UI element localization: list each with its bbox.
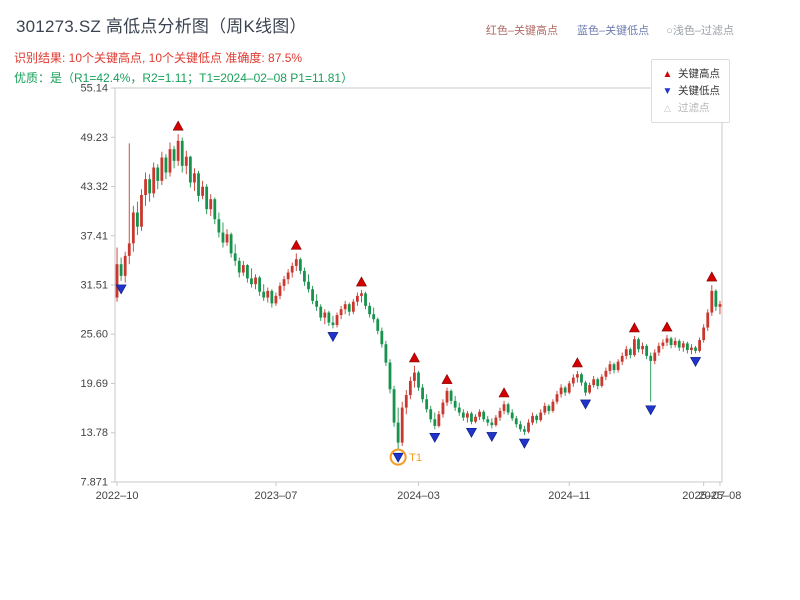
color-key-low-label: 蓝色–关键低点 [577, 25, 650, 37]
svg-text:2024–11: 2024–11 [548, 490, 590, 502]
filter-triangle-icon: △ [664, 103, 671, 113]
color-key-filter-label: ○浅色–过滤点 [666, 25, 734, 37]
color-key: 红色–关键高点 蓝色–关键低点 ○浅色–过滤点 [486, 22, 734, 38]
svg-text:2024–03: 2024–03 [397, 490, 440, 502]
svg-text:7.871: 7.871 [80, 477, 108, 489]
svg-text:2025–07: 2025–07 [682, 490, 725, 502]
color-key-high-label: 红色–关键高点 [485, 25, 558, 37]
svg-text:13.78: 13.78 [80, 427, 108, 439]
recognition-result-text: 识别结果: 10个关键高点, 10个关键低点 准确度: 87.5% [14, 51, 303, 65]
svg-text:25.60: 25.60 [80, 329, 108, 341]
key-low-triangle-icon: ▼ [662, 86, 673, 97]
svg-text:37.41: 37.41 [80, 230, 108, 242]
svg-text:55.14: 55.14 [80, 83, 108, 95]
svg-text:19.69: 19.69 [80, 378, 108, 390]
svg-text:2023–07: 2023–07 [255, 490, 298, 502]
chart-legend: ▲ 关键高点 ▼ 关键低点 △ 过滤点 [651, 59, 730, 123]
legend-item-filter: △ 过滤点 [660, 100, 720, 117]
svg-text:31.51: 31.51 [80, 279, 108, 291]
svg-text:49.23: 49.23 [80, 132, 108, 144]
page-title: 301273.SZ 高低点分析图（周K线图） [16, 17, 307, 36]
legend-label: 关键高点 [678, 68, 720, 80]
quality-result-text: 优质：是（R1=42.4%，R2=1.11；T1=2024–02–08 P1=1… [14, 71, 354, 85]
key-high-triangle-icon: ▲ [662, 69, 673, 80]
legend-item-key-low: ▼ 关键低点 [660, 83, 720, 100]
svg-text:43.32: 43.32 [80, 181, 108, 193]
legend-label: 关键低点 [678, 85, 720, 97]
svg-text:2025–08: 2025–08 [699, 490, 742, 502]
svg-text:2022–10: 2022–10 [96, 490, 139, 502]
legend-item-key-high: ▲ 关键高点 [660, 66, 720, 83]
svg-text:T1: T1 [409, 452, 422, 464]
legend-label: 过滤点 [678, 102, 710, 114]
